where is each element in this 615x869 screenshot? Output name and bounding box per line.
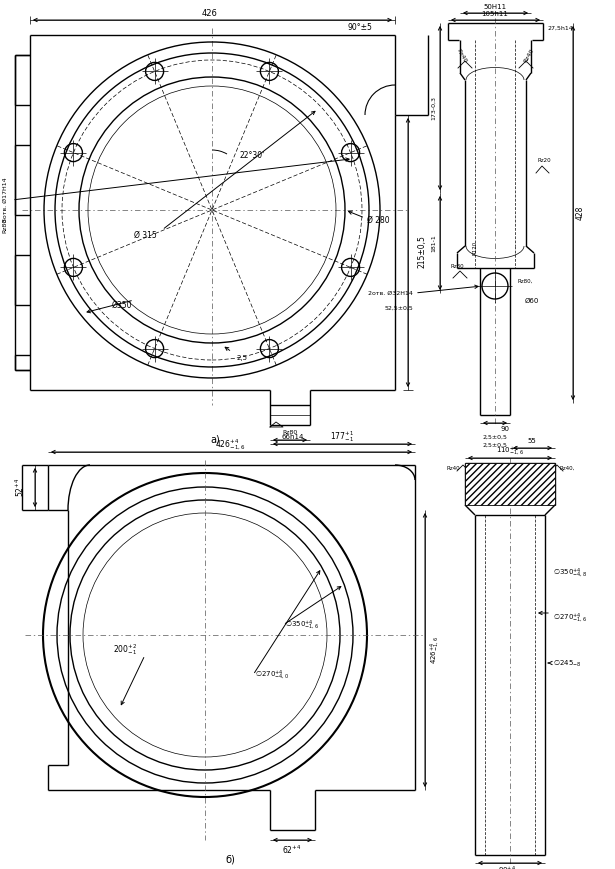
Text: Rz40: Rz40 [456,48,468,64]
Text: Rz80: Rz80 [450,263,464,269]
Text: $\varnothing 350^{+4}_{-4,8}$: $\varnothing 350^{+4}_{-4,8}$ [553,567,587,580]
Text: 22°30': 22°30' [240,150,265,160]
Text: а): а) [210,435,220,445]
Text: б): б) [225,855,235,865]
Text: Rz40: Rz40 [523,48,535,64]
Text: Ø 315: Ø 315 [134,230,157,240]
Text: 2отв. Ø32H14: 2отв. Ø32H14 [368,290,413,295]
Text: 27,5h14: 27,5h14 [548,25,574,30]
Bar [465,463,555,505]
Text: Ø350: Ø350 [111,301,132,309]
Text: 181-1: 181-1 [432,234,437,252]
Text: 55: 55 [528,438,536,444]
Text: 8отв. Ø17H14: 8отв. Ø17H14 [2,177,7,222]
Text: 90: 90 [501,426,509,432]
Text: 90°±5: 90°±5 [347,23,373,32]
Text: $426^{+4}_{-1,6}$: $426^{+4}_{-1,6}$ [429,636,442,664]
Text: 50H11: 50H11 [483,4,507,10]
Text: $62^{+4}$: $62^{+4}$ [282,844,302,856]
Text: Rz20: Rz20 [537,158,551,163]
Text: $90^{+4}_{-1,6}$: $90^{+4}_{-1,6}$ [498,865,522,869]
Text: 2,5: 2,5 [237,355,247,361]
Text: Rz40: Rz40 [446,466,460,470]
Text: 66h14: 66h14 [282,434,304,440]
Text: Rz80,: Rz80, [517,278,533,283]
Text: 215±0,5: 215±0,5 [418,235,427,269]
Text: 173-0,3: 173-0,3 [432,96,437,120]
Text: $200^{+2}_{-1}$: $200^{+2}_{-1}$ [113,642,137,658]
Text: 52,5±0,5: 52,5±0,5 [384,306,413,310]
Text: Rz80: Rz80 [2,217,7,233]
Text: $\varnothing 245_{-8}$: $\varnothing 245_{-8}$ [553,658,581,668]
Text: Ø60: Ø60 [525,298,539,304]
Text: $\varnothing 350^{+4}_{-1,6}$: $\varnothing 350^{+4}_{-1,6}$ [285,619,319,632]
Text: R120: R120 [472,241,477,255]
Text: Rz40,: Rz40, [560,466,576,470]
Text: 105h11: 105h11 [482,11,509,17]
Text: 428: 428 [576,206,584,220]
Text: $426^{+4}_{-1,6}$: $426^{+4}_{-1,6}$ [215,438,245,453]
Text: $177^{+1}_{-1}$: $177^{+1}_{-1}$ [330,429,354,444]
Text: $110^{+4}_{-1,6}$: $110^{+4}_{-1,6}$ [496,444,524,458]
Text: $52^{+4}$: $52^{+4}$ [14,477,26,497]
Text: $\varnothing 270^{+4}_{-4,0}$: $\varnothing 270^{+4}_{-4,0}$ [255,668,289,681]
Text: 426: 426 [202,10,218,18]
Text: $\varnothing 270^{+4}_{-1,6}$: $\varnothing 270^{+4}_{-1,6}$ [553,612,587,625]
Text: Ø 280: Ø 280 [367,216,390,224]
Text: 2,5±0,5: 2,5±0,5 [483,434,507,440]
Text: Rz80: Rz80 [282,429,297,434]
Text: 2,5±0,5: 2,5±0,5 [483,442,507,448]
